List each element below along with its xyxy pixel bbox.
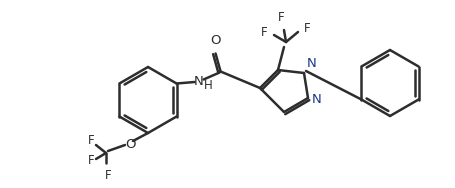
Text: N: N xyxy=(193,75,203,88)
Text: F: F xyxy=(105,169,111,182)
Text: F: F xyxy=(87,155,94,168)
Text: N: N xyxy=(311,93,321,106)
Text: F: F xyxy=(261,26,268,39)
Text: H: H xyxy=(203,79,212,92)
Text: F: F xyxy=(303,21,310,35)
Text: O: O xyxy=(210,33,220,46)
Text: F: F xyxy=(277,11,283,24)
Text: O: O xyxy=(126,137,136,151)
Text: F: F xyxy=(87,134,94,148)
Text: N: N xyxy=(306,57,316,70)
